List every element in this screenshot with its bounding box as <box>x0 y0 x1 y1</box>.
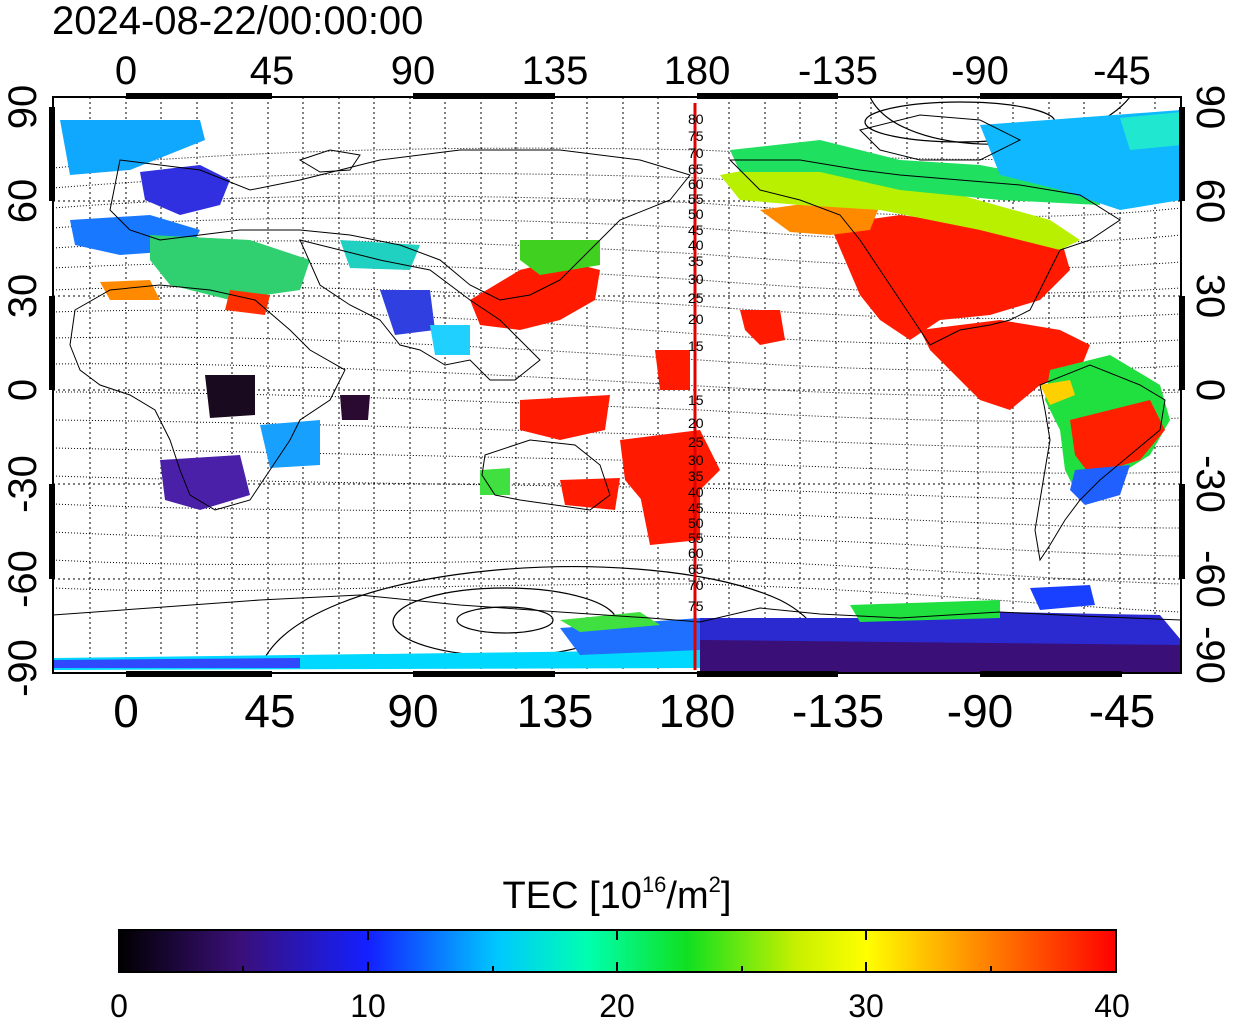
mlat-label: 70 <box>688 577 704 593</box>
mlat-label: 15 <box>688 392 704 408</box>
bottom-lon-label: 90 <box>387 685 438 737</box>
mlat-label: 15 <box>688 338 704 354</box>
right-lat-label: -90 <box>1188 626 1232 684</box>
colorbar-tick-label: 0 <box>110 988 128 1021</box>
mlat-label: 50 <box>688 515 704 531</box>
bottom-lon-label: 45 <box>244 685 295 737</box>
left-lat-label: -30 <box>1 455 45 513</box>
bottom-lon-label: -135 <box>792 685 884 737</box>
colorbar-title-prefix: TEC [10 <box>503 875 642 917</box>
left-lat-label: 90 <box>1 85 45 130</box>
colorbar-tick-label: 20 <box>599 988 635 1021</box>
right-lat-labels: 90 60 30 0 -30 -60 -90 <box>1188 85 1232 684</box>
mlat-label: 75 <box>688 128 704 144</box>
top-lon-label: -90 <box>951 49 1009 93</box>
colorbar-title: TEC [1016/m2] <box>503 872 732 917</box>
tec-data-patches <box>53 110 1181 673</box>
top-lon-label: 0 <box>115 49 137 93</box>
mlat-label: 20 <box>688 311 704 327</box>
top-lon-label: 45 <box>250 49 295 93</box>
meridian-labels-north: 80 75 70 65 60 55 50 45 40 35 30 25 20 1… <box>688 111 704 354</box>
mlat-label: 40 <box>688 484 704 500</box>
right-lat-label: 90 <box>1188 85 1232 130</box>
mlat-label: 65 <box>688 161 704 177</box>
mlat-label: 25 <box>688 290 704 306</box>
right-lat-label: 60 <box>1188 179 1232 224</box>
mlat-label: 30 <box>688 452 704 468</box>
right-lat-label: 30 <box>1188 274 1232 319</box>
mlat-label: 45 <box>688 222 704 238</box>
mlat-label: 80 <box>688 111 704 127</box>
left-lat-label: 30 <box>1 274 45 319</box>
left-lat-labels: 90 60 30 0 -30 -60 -90 <box>1 85 45 697</box>
top-lon-labels: 0 45 90 135 180 -135 -90 -45 <box>115 49 1151 93</box>
bottom-lon-label: 135 <box>517 685 594 737</box>
mlat-label: 35 <box>688 468 704 484</box>
left-lat-label: -90 <box>1 639 45 697</box>
mlat-label: 30 <box>688 271 704 287</box>
bottom-lon-label: 0 <box>113 685 139 737</box>
top-lon-label: -135 <box>798 49 878 93</box>
right-lat-label: -60 <box>1188 550 1232 608</box>
mlat-label: 20 <box>688 415 704 431</box>
colorbar-tick-labels: 0 10 20 30 40 <box>110 988 1130 1024</box>
top-lon-label: 180 <box>664 49 731 93</box>
left-lat-label: -60 <box>1 550 45 608</box>
mlat-label: 40 <box>688 237 704 253</box>
colorbar-tick-label: 40 <box>1094 988 1130 1021</box>
colorbar-title-mid: /m <box>666 875 708 917</box>
top-lon-label: 90 <box>391 49 436 93</box>
mlat-label: 35 <box>688 253 704 269</box>
colorbar-tick-label: 10 <box>350 988 386 1021</box>
bottom-lon-labels: 0 45 90 135 180 -135 -90 -45 <box>113 685 1155 737</box>
mlat-label: 60 <box>688 176 704 192</box>
mlat-label: 55 <box>688 191 704 207</box>
colorbar-ticks <box>242 930 992 972</box>
colorbar-tick-label: 30 <box>848 988 884 1021</box>
colorbar-title-suffix: ] <box>721 875 732 917</box>
map-area: 80 75 70 65 60 55 50 45 40 35 30 25 20 1… <box>49 93 1185 677</box>
mlat-label: 55 <box>688 530 704 546</box>
left-lat-label: 60 <box>1 179 45 224</box>
mlat-label: 25 <box>688 434 704 450</box>
mlat-label: 60 <box>688 545 704 561</box>
mlat-label: 75 <box>688 598 704 614</box>
bottom-lon-label: -90 <box>947 685 1013 737</box>
mlat-label: 50 <box>688 206 704 222</box>
colorbar-title-sup1: 16 <box>642 872 666 897</box>
coastlines <box>53 114 1181 623</box>
top-lon-label: -45 <box>1093 49 1151 93</box>
bottom-lon-label: -45 <box>1089 685 1155 737</box>
colorbar-title-sup2: 2 <box>709 872 721 897</box>
right-lat-label: 0 <box>1188 379 1232 401</box>
mlat-label: 70 <box>688 145 704 161</box>
meridian-labels-south: 15 20 25 30 35 40 45 50 55 60 65 70 75 <box>688 392 704 614</box>
bottom-lon-label: 180 <box>659 685 736 737</box>
top-lon-label: 135 <box>522 49 589 93</box>
timestamp-title: 2024-08-22/00:00:00 <box>52 0 423 43</box>
mlat-label: 65 <box>688 561 704 577</box>
frame-tick-bars <box>49 93 1185 677</box>
left-lat-label: 0 <box>1 379 45 401</box>
mlat-label: 45 <box>688 500 704 516</box>
right-lat-label: -30 <box>1188 455 1232 513</box>
